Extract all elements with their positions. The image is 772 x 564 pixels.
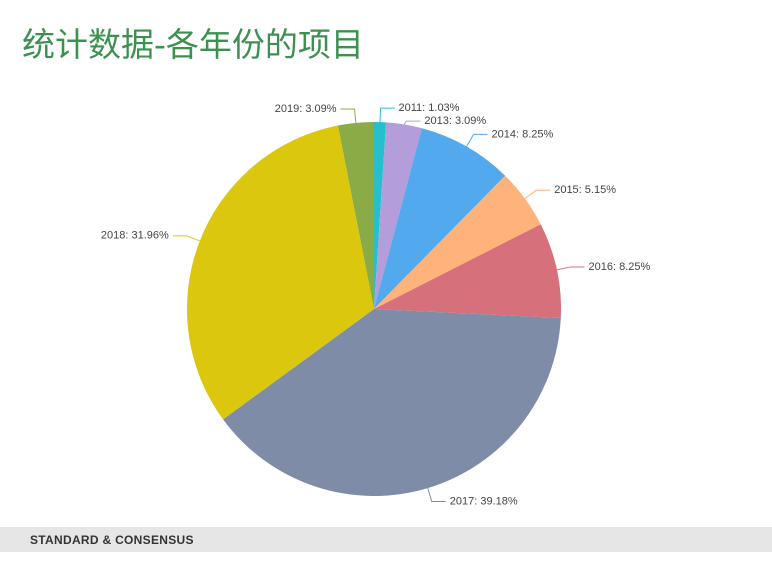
leader-line [466, 133, 488, 147]
pie-slice [187, 125, 374, 420]
leader-line [403, 120, 421, 125]
slide-title: 统计数据-各年份的项目 [22, 25, 364, 64]
data-label: 2017: 39.18% [450, 495, 518, 507]
leader-line [556, 266, 585, 271]
pie-slice [374, 175, 541, 309]
data-label: 2016: 8.25% [589, 261, 651, 273]
data-label: 2011: 1.03% [399, 102, 460, 114]
pie-slice [223, 309, 561, 497]
leader-line [379, 107, 395, 123]
pie-slice [374, 128, 506, 309]
footer-text: STANDARD & CONSENSUS [30, 533, 194, 547]
data-label: 2013: 3.09% [424, 115, 486, 127]
leader-line [427, 487, 446, 503]
leader-line [524, 189, 551, 199]
chart: 2011: 1.03%2013: 3.09% 2014: 8.25% 2015: 5… [101, 102, 651, 507]
data-label: 2019: 3.09% [275, 103, 337, 115]
pie-slice [374, 224, 561, 319]
data-label: 2018: 31.96% [101, 230, 169, 242]
data-label: 2015: 5.15% [554, 184, 616, 196]
pie-slice [374, 122, 387, 309]
leader-line [340, 108, 357, 123]
data-label: 2014: 8.25% [492, 128, 554, 140]
pie-slice [337, 122, 374, 309]
leader-line [172, 235, 201, 242]
pie-slice [374, 122, 422, 309]
footer-bar: STANDARD & CONSENSUS [0, 527, 772, 552]
